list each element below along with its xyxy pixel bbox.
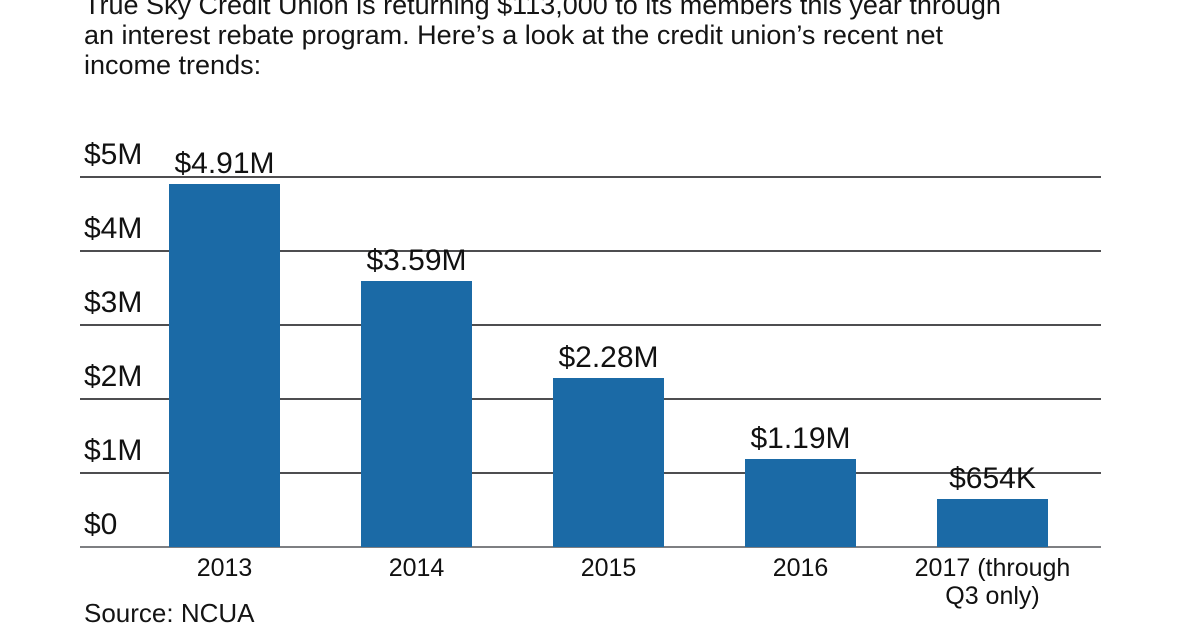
bar-value-label: $4.91M xyxy=(174,146,275,180)
y-tick-label: $0 xyxy=(84,508,118,541)
x-category-label: 2014 xyxy=(388,554,445,582)
intro-line-2: an interest rebate program. Here’s a loo… xyxy=(84,20,943,50)
y-gridline xyxy=(80,250,1101,252)
x-category-label: 2016 xyxy=(772,554,829,582)
x-category-label: 2017 (through Q3 only) xyxy=(914,554,1071,610)
bar-2017 xyxy=(937,498,1048,547)
y-tick-label: $4M xyxy=(84,212,143,245)
intro-line-3: income trends: xyxy=(84,50,262,80)
bar-2013 xyxy=(169,183,280,547)
bar-value-label: $2.28M xyxy=(558,341,659,375)
y-gridline xyxy=(80,176,1101,178)
intro-line-1: True Sky Credit Union is returning $113,… xyxy=(84,0,1001,20)
y-gridline xyxy=(80,324,1101,326)
y-tick-label: $2M xyxy=(84,360,143,393)
y-tick-label: $1M xyxy=(84,434,143,467)
x-axis-baseline xyxy=(80,546,1101,548)
bar-value-label: $654K xyxy=(949,461,1036,495)
bar-2014 xyxy=(361,281,472,547)
net-income-bar-chart: $5M $4M $3M $2M $1M $0 $4.91M 2013 $3.59M 2014 $2.… xyxy=(80,138,1101,610)
bar-2015 xyxy=(553,378,664,547)
intro-text: True Sky Credit Union is returning $113,… xyxy=(84,0,1174,80)
x-category-label: 2015 xyxy=(580,554,637,582)
source-attribution: Source: NCUA xyxy=(84,598,255,628)
bar-2016 xyxy=(745,458,856,547)
bar-value-label: $1.19M xyxy=(750,421,851,455)
bar-value-label: $3.59M xyxy=(366,244,467,278)
x-category-label: 2013 xyxy=(196,554,253,582)
y-tick-label: $5M xyxy=(84,138,143,171)
y-tick-label: $3M xyxy=(84,286,143,319)
